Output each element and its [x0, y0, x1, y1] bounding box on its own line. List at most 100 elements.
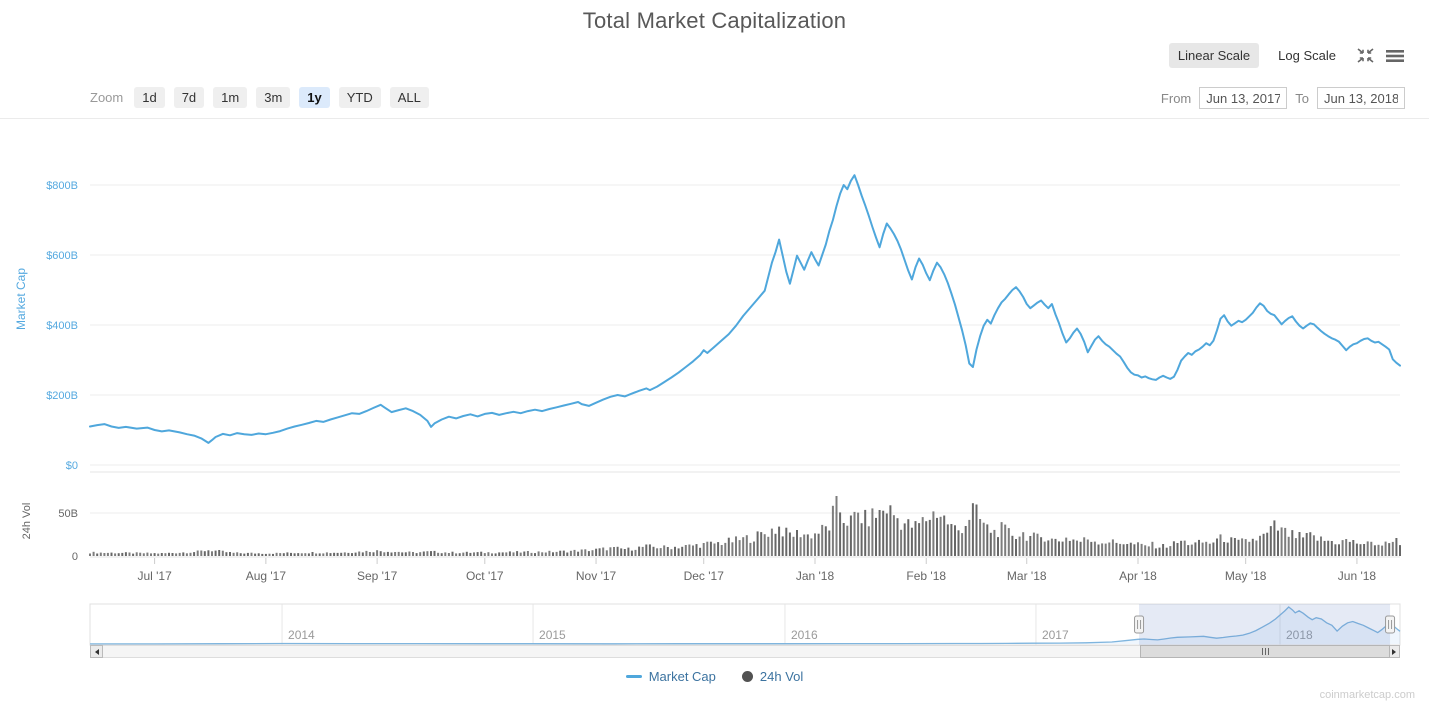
volume-bar — [354, 552, 357, 556]
navigator-selection[interactable] — [1139, 604, 1391, 645]
volume-bar — [1251, 538, 1254, 556]
volume-bar — [1036, 533, 1039, 556]
volume-bar — [128, 552, 131, 556]
volume-bar — [415, 553, 418, 556]
volume-bar — [566, 552, 569, 556]
legend-item-market-cap[interactable]: Market Cap — [625, 669, 716, 684]
volume-bar — [1298, 532, 1301, 556]
collapse-arrows-icon[interactable] — [1355, 48, 1375, 64]
zoom-button-1y[interactable]: 1y — [299, 87, 330, 108]
zoom-button-all[interactable]: ALL — [389, 87, 429, 108]
volume-bar — [903, 523, 906, 556]
scrollbar-thumb[interactable] — [1140, 645, 1390, 658]
volume-bar — [1341, 540, 1344, 556]
volume-bar — [749, 542, 752, 556]
volume-bar — [1144, 545, 1147, 556]
zoom-button-ytd[interactable]: YTD — [338, 87, 381, 108]
volume-bar — [559, 550, 562, 556]
volume-bar — [229, 552, 231, 556]
navigator-area-fill — [90, 607, 1400, 644]
volume-bar — [458, 553, 461, 556]
volume-bar — [1104, 543, 1107, 556]
navigator-year-label: 2016 — [791, 628, 818, 642]
volume-bar — [426, 551, 429, 556]
volume-bar — [867, 526, 870, 556]
volume-bar — [878, 510, 881, 556]
navigator-year-label: 2017 — [1042, 628, 1069, 642]
volume-bar — [150, 553, 152, 556]
volume-bar — [587, 551, 590, 556]
volume-bar — [243, 553, 246, 556]
scrollbar-left-button[interactable] — [90, 645, 103, 658]
volume-bar — [526, 551, 529, 556]
volume-bar — [408, 551, 411, 556]
volume-bar — [516, 551, 519, 556]
zoom-button-7d[interactable]: 7d — [173, 87, 205, 108]
volume-bar — [591, 550, 594, 556]
volume-bar — [307, 553, 310, 556]
zoom-button-3m[interactable]: 3m — [256, 87, 291, 108]
volume-bar — [358, 551, 361, 556]
volume-bar — [849, 515, 852, 556]
volume-bar — [577, 551, 580, 556]
volume-bar — [846, 525, 849, 556]
hamburger-menu-icon[interactable] — [1385, 48, 1405, 64]
volume-bar — [254, 553, 257, 556]
navigator-frame[interactable] — [89, 603, 1401, 646]
volume-bar — [1399, 545, 1401, 556]
watermark: coinmarketcap.com — [1319, 689, 1415, 701]
volume-bar — [1212, 542, 1215, 556]
volume-bar — [200, 550, 203, 556]
navigator-left-handle[interactable] — [1134, 615, 1145, 634]
volume-bar — [347, 552, 350, 556]
volume-bar — [864, 509, 867, 556]
from-date-input[interactable] — [1199, 87, 1288, 109]
volume-bar — [501, 552, 504, 556]
linear-scale-button[interactable]: Linear Scale — [1168, 43, 1260, 68]
volume-bar — [882, 510, 885, 556]
volume-bar — [860, 523, 863, 556]
x-tick-label: Feb '18 — [906, 569, 946, 583]
volume-bar — [297, 553, 300, 556]
to-date-input[interactable] — [1317, 87, 1405, 109]
volume-bar — [290, 552, 292, 556]
legend-item-24h-vol[interactable]: 24h Vol — [741, 669, 803, 684]
navigator-right-handle[interactable] — [1385, 615, 1396, 634]
volume-bar — [1359, 544, 1362, 556]
volume-bar — [376, 550, 379, 556]
volume-bar — [1090, 541, 1093, 556]
x-tick-label: Oct '17 — [466, 569, 504, 583]
volume-bar — [792, 536, 795, 556]
volume-bar — [623, 549, 626, 556]
volume-bar — [810, 538, 813, 556]
volume-bar — [670, 549, 673, 556]
volume-bar — [257, 553, 260, 556]
volume-bar — [613, 547, 615, 556]
volume-bar — [110, 552, 113, 556]
volume-bar — [476, 552, 479, 556]
volume-bar — [322, 553, 325, 556]
zoom-button-1m[interactable]: 1m — [213, 87, 248, 108]
volume-bar — [932, 511, 935, 556]
volume-bar — [1255, 540, 1258, 556]
volume-bar — [124, 552, 127, 556]
volume-bar — [236, 552, 239, 556]
volume-bar — [394, 552, 397, 556]
x-tick-label: Dec '17 — [684, 569, 725, 583]
volume-bar — [333, 552, 336, 556]
volume-bar — [1280, 527, 1283, 556]
volume-bar — [1277, 530, 1279, 556]
volume-bar — [268, 553, 271, 556]
volume-bar — [361, 552, 364, 556]
zoom-button-1d[interactable]: 1d — [134, 87, 165, 108]
volume-bar — [720, 545, 723, 556]
volume-bar — [853, 511, 856, 556]
y-axis-tick-label: $0 — [66, 460, 78, 472]
log-scale-button[interactable]: Log Scale — [1278, 48, 1336, 63]
volume-bar — [1108, 542, 1111, 556]
volume-bar — [315, 553, 318, 556]
volume-bar — [548, 550, 551, 556]
volume-bar — [1259, 535, 1261, 556]
volume-bar — [638, 546, 641, 556]
